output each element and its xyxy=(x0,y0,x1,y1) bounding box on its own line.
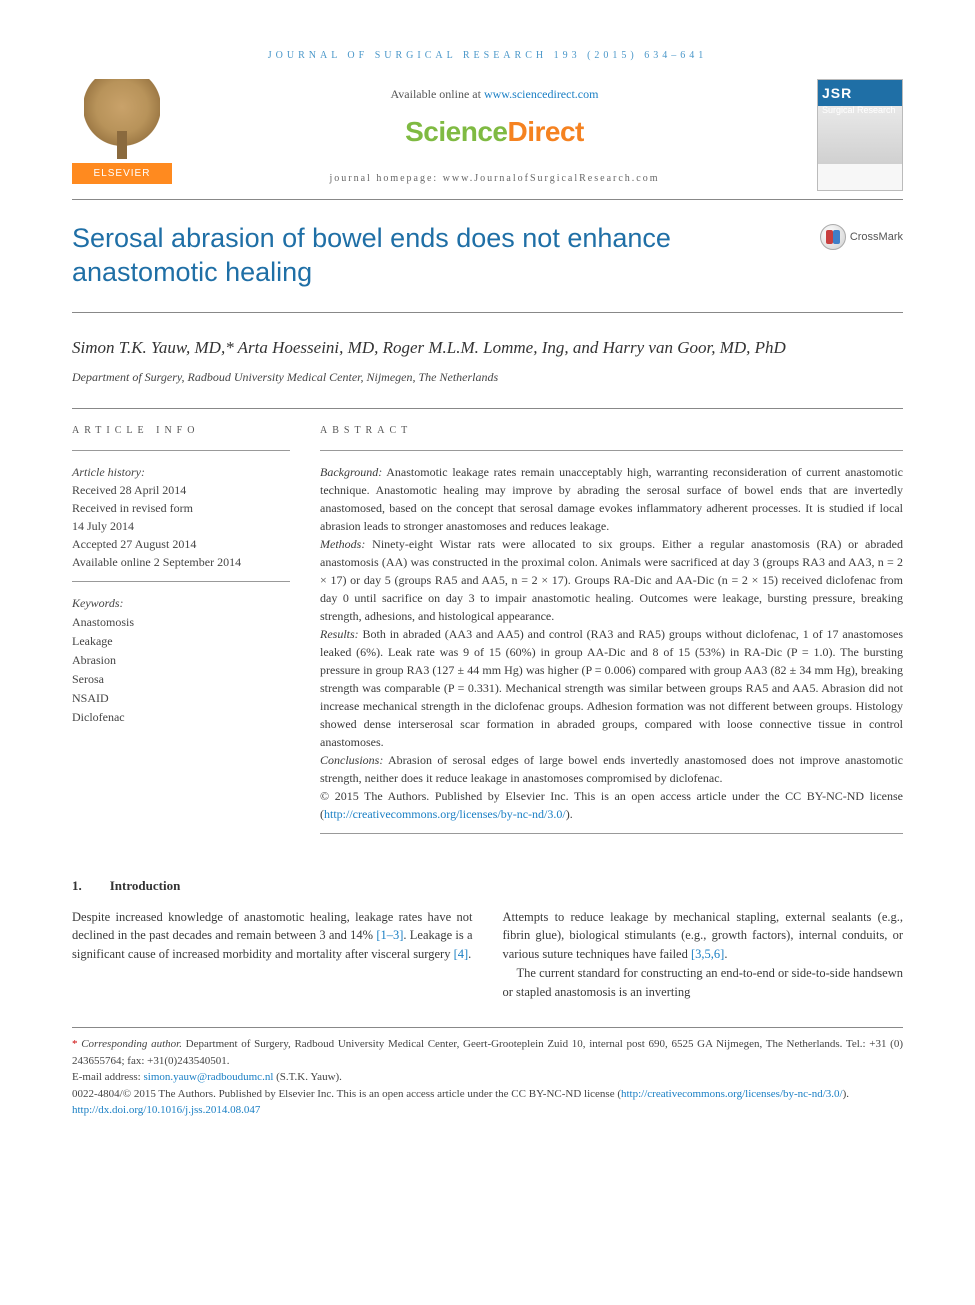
conclusions-text: Abrasion of serosal edges of large bowel… xyxy=(320,753,903,785)
doi-link[interactable]: http://dx.doi.org/10.1016/j.jss.2014.08.… xyxy=(72,1104,260,1116)
corr-label: Corresponding author. xyxy=(81,1038,182,1050)
available-online-line: Available online at www.sciencedirect.co… xyxy=(172,85,817,103)
results-label: Results: xyxy=(320,627,359,641)
body-two-column: Despite increased knowledge of anastomot… xyxy=(72,908,903,1002)
corr-star-icon: * xyxy=(72,1038,81,1050)
section-title: Introduction xyxy=(110,876,181,896)
accepted-date: Accepted 27 August 2014 xyxy=(72,535,290,553)
journal-homepage-line: journal homepage: www.JournalofSurgicalR… xyxy=(172,171,817,186)
elsevier-tree-icon xyxy=(84,79,160,159)
available-prefix: Available online at xyxy=(391,87,484,101)
methods-text: Ninety-eight Wistar rats were allocated … xyxy=(320,537,903,623)
sd-logo-part2: Direct xyxy=(507,116,583,147)
sciencedirect-link[interactable]: www.sciencedirect.com xyxy=(484,87,599,101)
results-text: Both in abraded (AA3 and AA5) and contro… xyxy=(320,627,903,749)
sciencedirect-logo: ScienceDirect xyxy=(172,111,817,153)
article-history: Article history: Received 28 April 2014 … xyxy=(72,463,290,571)
intro-para-1: Despite increased knowledge of anastomot… xyxy=(72,908,473,964)
cover-subtitle: Surgical Research xyxy=(822,104,898,118)
citation-link[interactable]: [4] xyxy=(454,947,469,961)
crossmark-icon xyxy=(820,224,846,250)
section-number: 1. xyxy=(72,876,82,896)
intro-para-2: Attempts to reduce leakage by mechanical… xyxy=(503,908,904,964)
keywords-block: Keywords: Anastomosis Leakage Abrasion S… xyxy=(72,594,290,726)
issn-suffix: ). xyxy=(843,1088,849,1100)
intro-text: . xyxy=(724,947,727,961)
running-head: JOURNAL OF SURGICAL RESEARCH 193 (2015) … xyxy=(72,48,903,63)
abstract-head: ABSTRACT xyxy=(320,423,903,438)
online-date: Available online 2 September 2014 xyxy=(72,553,290,571)
publisher-logo: ELSEVIER xyxy=(72,79,172,184)
keyword: Leakage xyxy=(72,632,290,650)
email-label: E-mail address: xyxy=(72,1071,143,1083)
authors-text: Simon T.K. Yauw, MD,* Arta Hoesseini, MD… xyxy=(72,338,786,357)
revised-l1: Received in revised form xyxy=(72,499,290,517)
methods-label: Methods: xyxy=(320,537,365,551)
keyword: Diclofenac xyxy=(72,708,290,726)
keyword: Anastomosis xyxy=(72,613,290,631)
footnotes: * Corresponding author. Department of Su… xyxy=(72,1036,903,1119)
crossmark-badge[interactable]: CrossMark xyxy=(820,224,903,250)
intro-text: . xyxy=(468,947,471,961)
abstract-body: Background: Anastomotic leakage rates re… xyxy=(320,463,903,823)
article-info-head: ARTICLE INFO xyxy=(72,423,290,438)
intro-para-3: The current standard for constructing an… xyxy=(503,964,904,1002)
issn-copyright: 0022-4804/© 2015 The Authors. Published … xyxy=(72,1088,621,1100)
license-link-footer[interactable]: http://creativecommons.org/licenses/by-n… xyxy=(621,1088,843,1100)
affiliation: Department of Surgery, Radboud Universit… xyxy=(72,368,903,386)
masthead: ELSEVIER Available online at www.science… xyxy=(72,79,903,200)
keyword: Serosa xyxy=(72,670,290,688)
email-suffix: (S.T.K. Yauw). xyxy=(273,1071,342,1083)
cover-abbrev: JSR xyxy=(822,83,898,104)
license-link[interactable]: http://creativecommons.org/licenses/by-n… xyxy=(324,807,566,821)
keywords-label: Keywords: xyxy=(72,596,124,610)
background-label: Background: xyxy=(320,465,382,479)
keyword: Abrasion xyxy=(72,651,290,669)
copyright-suffix: ). xyxy=(566,807,573,821)
corr-text: Department of Surgery, Radboud Universit… xyxy=(72,1038,903,1067)
revised-l2: 14 July 2014 xyxy=(72,517,290,535)
email-link[interactable]: simon.yauw@radboudumc.nl xyxy=(143,1071,273,1083)
crossmark-label: CrossMark xyxy=(850,231,903,243)
citation-link[interactable]: [1–3] xyxy=(376,928,403,942)
sd-logo-part1: Science xyxy=(405,116,507,147)
article-title: Serosal abrasion of bowel ends does not … xyxy=(72,222,732,290)
section-heading: 1. Introduction xyxy=(72,876,903,896)
received-date: Received 28 April 2014 xyxy=(72,481,290,499)
background-text: Anastomotic leakage rates remain unaccep… xyxy=(320,465,903,533)
citation-link[interactable]: [3,5,6] xyxy=(691,947,724,961)
conclusions-label: Conclusions: xyxy=(320,753,383,767)
history-label: Article history: xyxy=(72,465,145,479)
journal-cover-thumb: JSR Surgical Research xyxy=(817,79,903,191)
elsevier-label: ELSEVIER xyxy=(72,163,172,184)
keyword: NSAID xyxy=(72,689,290,707)
author-list: Simon T.K. Yauw, MD,* Arta Hoesseini, MD… xyxy=(72,335,903,361)
